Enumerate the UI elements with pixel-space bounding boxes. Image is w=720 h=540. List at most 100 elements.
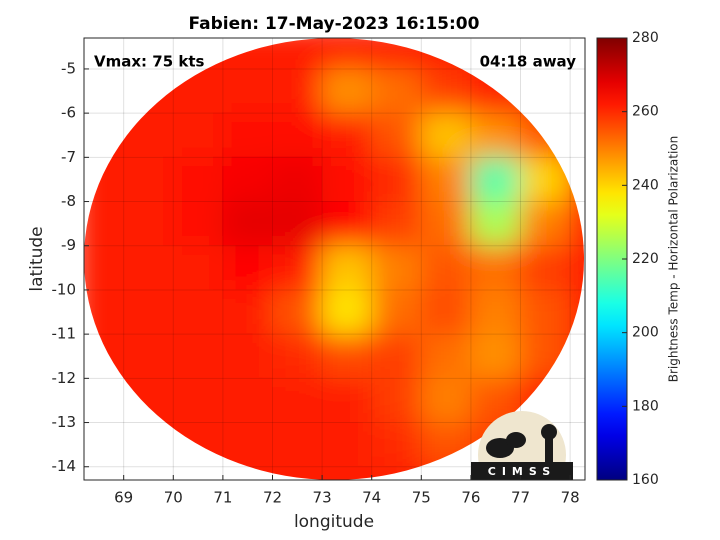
logo-text: CIMSS [488,465,556,478]
x-tick-label: 69 [114,489,133,507]
cell [371,422,422,468]
cell [222,112,273,158]
x-tick-label: 76 [461,489,480,507]
x-tick-label: 75 [412,489,431,507]
cell [420,245,472,291]
cell [371,289,422,335]
cell [420,112,472,158]
cell [470,245,522,291]
swath [84,38,584,480]
cell [371,68,422,114]
cell [271,333,323,379]
cell [420,201,472,247]
y-tick-label: -14 [52,457,77,475]
cell [172,201,224,247]
cell [371,377,422,424]
cell [371,333,422,379]
cell [420,68,472,114]
cell [470,156,522,203]
y-tick-label: -10 [52,280,77,298]
cell [84,289,125,335]
x-tick-label: 72 [263,489,282,507]
cell [172,289,224,335]
annotation: 04:18 away [480,53,577,71]
cell [271,156,323,203]
cell [271,422,323,468]
cell [321,68,373,114]
colorbar-tick-label: 280 [632,30,659,46]
x-tick-label: 77 [511,489,530,507]
x-tick-label: 71 [213,489,232,507]
cell [222,68,273,114]
cell [222,289,273,335]
cell [222,201,273,247]
x-tick-label: 74 [362,489,381,507]
cell [520,245,571,291]
cell [569,245,584,291]
colorbar-tick-label: 160 [632,472,659,488]
x-axis-label: longitude [294,512,374,532]
cell [172,245,224,291]
y-tick-label: -5 [61,59,76,77]
cell [271,245,323,291]
cell [172,333,224,379]
colorbar-tick-label: 240 [632,177,659,193]
chart-title: Fabien: 17-May-2023 16:15:00 [189,14,480,34]
cell [123,245,174,291]
cell [222,156,273,203]
cell [271,377,323,424]
cell [271,112,323,158]
cell [321,38,373,70]
cell [470,112,522,158]
y-tick-label: -8 [61,192,76,210]
cell [321,377,373,424]
cell [123,201,174,247]
cell [123,333,174,379]
colorbar-tick-label: 260 [632,104,659,120]
cell [222,422,273,468]
cell [271,38,323,70]
colorbar-tick-label: 180 [632,398,659,414]
cell [371,156,422,203]
annotation: Vmax: 75 kts [94,53,204,71]
cell [172,156,224,203]
cell [222,245,273,291]
cell [470,333,522,379]
image [84,38,584,480]
cell [321,112,373,158]
cell [271,68,323,114]
y-tick-label: -7 [61,148,76,166]
cell [520,201,571,247]
cell [321,466,373,480]
cell [222,333,273,379]
x-tick-label: 70 [164,489,183,507]
colorbar-label: Brightness Temp - Horizontal Polarizatio… [667,136,681,383]
cell [420,333,472,379]
y-tick-label: -9 [61,236,76,254]
y-tick-label: -12 [52,369,77,387]
cell [371,245,422,291]
cell [84,245,125,291]
cell [321,245,373,291]
y-axis-label: latitude [27,226,47,291]
axes-box [83,37,586,481]
cell [321,333,373,379]
x-tick-label: 73 [313,489,332,507]
cell [84,201,125,247]
cell [222,377,273,424]
cell [470,289,522,335]
cell [172,377,224,424]
x-tick-label: 78 [561,489,580,507]
y-tick-label: -13 [52,413,77,431]
cell [321,422,373,468]
cell [420,377,472,424]
cell [371,201,422,247]
cell [520,289,571,335]
cell [420,156,472,203]
cell [420,289,472,335]
cell [321,156,373,203]
cell [321,289,373,335]
colorbar-tick-label: 220 [632,251,659,267]
y-tick-label: -6 [61,104,76,122]
